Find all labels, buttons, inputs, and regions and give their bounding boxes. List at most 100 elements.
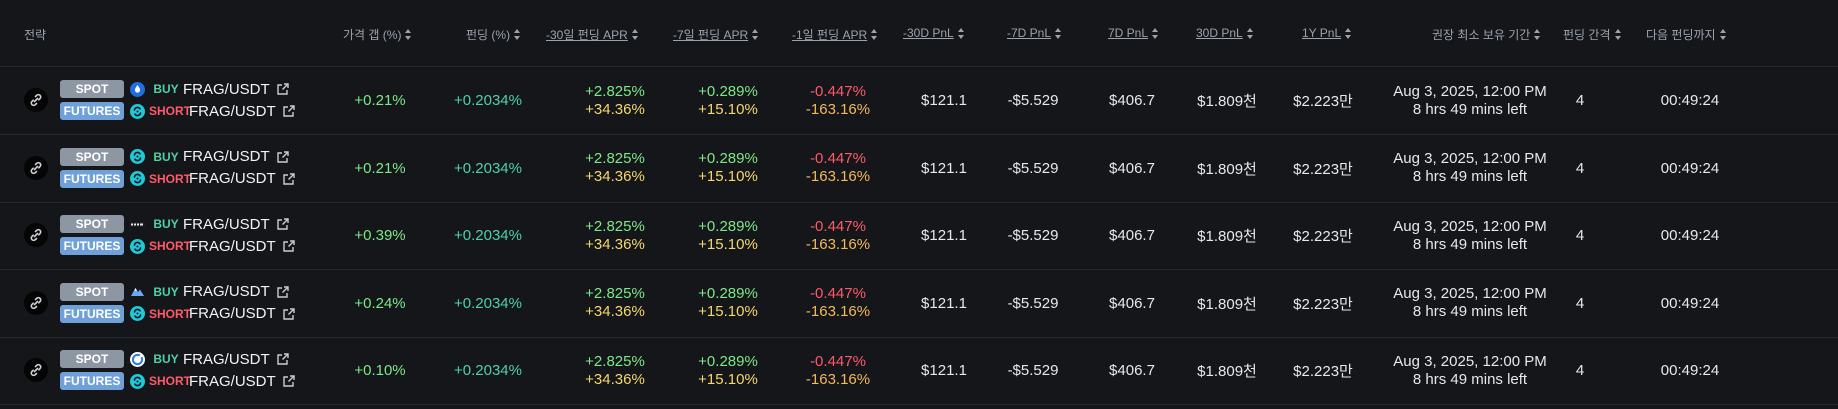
chain-link-icon xyxy=(24,223,48,247)
table-row[interactable]: SPOT BUY FRAG/USDT FUTURES SHORT FRAG/US… xyxy=(0,67,1838,135)
sort-icon xyxy=(871,29,878,40)
apr-1d-cell: -0.447% -163.16% xyxy=(805,82,871,118)
header-strategy: 전략 xyxy=(24,28,47,42)
table-row[interactable]: SPOT BUY FRAG/USDT FUTURES SHORT FRAG/US… xyxy=(0,202,1838,270)
drop-exchange-icon xyxy=(130,81,145,97)
apr-1d-cell: -0.447% -163.16% xyxy=(805,352,871,388)
pnl-7d-cell: $406.7 xyxy=(1109,92,1155,109)
pnl-minus-30d-cell: $121.1 xyxy=(921,294,967,312)
apr-30d-cell: +2.825% +34.36% xyxy=(585,82,645,118)
apr-7d-cell: +0.289% +15.10% xyxy=(698,82,758,118)
external-link-icon[interactable] xyxy=(282,307,296,321)
futures-leg: FUTURES SHORT FRAG/USDT xyxy=(60,304,296,323)
external-link-icon[interactable] xyxy=(276,217,290,231)
chain-link-icon xyxy=(24,290,48,315)
funding-cell: +0.2034% xyxy=(454,92,522,109)
external-link-icon[interactable] xyxy=(276,352,290,366)
pnl-30d-cell: $1.809천 xyxy=(1197,93,1257,110)
funding-cell: +0.2034% xyxy=(454,294,522,312)
pnl-7d-cell: $406.7 xyxy=(1109,294,1155,312)
apr-1d-cell: -0.447% -163.16% xyxy=(805,150,871,185)
price-gap-cell: +0.24% xyxy=(354,294,406,312)
price-gap-cell: +0.21% xyxy=(354,159,406,177)
table-row[interactable]: SPOT BUY FRAG/USDT FUTURES SHORT FRAG/US… xyxy=(0,135,1838,203)
apr-30d-cell: +2.825% +34.36% xyxy=(585,352,645,388)
futures-leg: FUTURES SHORT FRAG/USDT xyxy=(60,372,296,390)
min-holding-cell: Aug 3, 2025, 12:00 PM 8 hrs 49 mins left xyxy=(1393,352,1547,388)
header-funding-interval[interactable]: 펀딩 간격 xyxy=(1563,26,1622,43)
swirl-exchange-icon xyxy=(130,149,145,164)
spot-badge: SPOT xyxy=(60,215,124,233)
min-holding-cell: Aug 3, 2025, 12:00 PM 8 hrs 49 mins left xyxy=(1393,82,1547,118)
apr-30d-cell: +2.825% +34.36% xyxy=(585,217,645,253)
spot-badge: SPOT xyxy=(60,147,124,166)
mountain-exchange-icon xyxy=(130,284,145,299)
external-link-icon[interactable] xyxy=(282,239,296,253)
apr-7d-cell: +0.289% +15.10% xyxy=(698,285,758,320)
spot-badge: SPOT xyxy=(60,350,124,368)
short-label: SHORT xyxy=(149,306,191,321)
sort-icon xyxy=(1152,27,1159,39)
header-next-funding[interactable]: 다음 펀딩까지 xyxy=(1646,26,1727,43)
sort-icon xyxy=(1345,27,1352,39)
short-label: SHORT xyxy=(149,104,191,118)
short-label: SHORT xyxy=(149,171,191,186)
pnl-minus-7d-cell: -$5.529 xyxy=(1007,159,1059,177)
external-link-icon[interactable] xyxy=(282,172,296,186)
header-funding[interactable]: 펀딩 (%) xyxy=(466,26,521,43)
pnl-30d-cell: $1.809천 xyxy=(1197,363,1257,380)
external-link-icon[interactable] xyxy=(276,82,290,96)
table-row[interactable]: SPOT BUY FRAG/USDT FUTURES SHORT FRAG/US… xyxy=(0,270,1838,338)
header-pnl-minus-30d[interactable]: -30D PnL xyxy=(903,26,965,40)
external-link-icon[interactable] xyxy=(276,150,290,164)
header-price-gap[interactable]: 가격 갭 (%) xyxy=(343,26,412,43)
pnl-7d-cell: $406.7 xyxy=(1109,159,1155,177)
futures-pair: FRAG/USDT xyxy=(189,305,276,322)
pnl-1y-cell: $2.223만 xyxy=(1293,295,1353,313)
external-link-icon[interactable] xyxy=(276,285,290,299)
table-row[interactable]: SPOT BUY FRAG/USDT FUTURES SHORT FRAG/US… xyxy=(0,337,1838,405)
sort-icon xyxy=(752,29,759,40)
futures-badge: FUTURES xyxy=(60,169,124,188)
spot-pair: FRAG/USDT xyxy=(183,350,270,368)
price-gap-cell: +0.39% xyxy=(354,227,406,244)
header-pnl-7d[interactable]: 7D PnL xyxy=(1108,26,1159,40)
futures-pair: FRAG/USDT xyxy=(189,372,276,390)
buy-label: BUY xyxy=(153,82,179,96)
header-apr-30d[interactable]: -30일 펀딩 APR xyxy=(546,26,639,43)
min-holding-cell: Aug 3, 2025, 12:00 PM 8 hrs 49 mins left xyxy=(1393,285,1547,320)
swirl-exchange-icon xyxy=(130,306,145,321)
header-min-holding[interactable]: 권장 최소 보유 기간 xyxy=(1432,26,1541,43)
header-pnl-1y[interactable]: 1Y PnL xyxy=(1302,26,1352,40)
swirl-exchange-icon xyxy=(130,171,145,186)
buy-label: BUY xyxy=(153,149,179,164)
spot-pair: FRAG/USDT xyxy=(183,283,270,300)
funding-interval-cell: 4 xyxy=(1575,92,1585,109)
external-link-icon[interactable] xyxy=(282,374,296,388)
short-label: SHORT xyxy=(149,239,191,253)
external-link-icon[interactable] xyxy=(282,104,296,118)
buy-label: BUY xyxy=(153,352,179,366)
futures-leg: FUTURES SHORT FRAG/USDT xyxy=(60,169,296,188)
pnl-minus-30d-cell: $121.1 xyxy=(921,227,967,244)
pnl-minus-30d-cell: $121.1 xyxy=(921,159,967,177)
apr-7d-cell: +0.289% +15.10% xyxy=(698,150,758,185)
buy-label: BUY xyxy=(153,284,179,299)
chain-link-icon xyxy=(24,358,48,382)
pnl-1y-cell: $2.223만 xyxy=(1293,228,1353,245)
pnl-7d-cell: $406.7 xyxy=(1109,362,1155,379)
buy-label: BUY xyxy=(153,217,179,231)
header-pnl-minus-7d[interactable]: -7D PnL xyxy=(1007,26,1062,40)
spot-leg: SPOT BUY FRAG/USDT xyxy=(60,350,290,368)
header-apr-7d[interactable]: -7일 펀딩 APR xyxy=(673,26,759,43)
header-pnl-30d[interactable]: 30D PnL xyxy=(1196,26,1254,40)
pnl-minus-30d-cell: $121.1 xyxy=(921,362,967,379)
next-funding-cell: 00:49:24 xyxy=(1660,362,1720,379)
spot-leg: SPOT BUY FRAG/USDT xyxy=(60,147,290,166)
short-label: SHORT xyxy=(149,374,191,388)
apr-30d-cell: +2.825% +34.36% xyxy=(585,150,645,185)
spot-pair: FRAG/USDT xyxy=(183,215,270,233)
header-apr-1d[interactable]: -1일 펀딩 APR xyxy=(792,26,878,43)
swirl-exchange-icon xyxy=(130,103,145,119)
